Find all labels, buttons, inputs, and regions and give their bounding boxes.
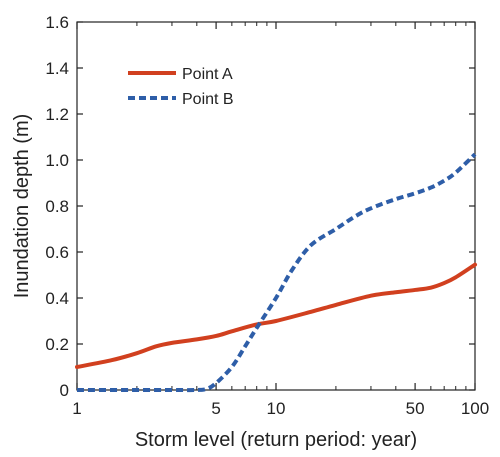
x-axis-label: Storm level (return period: year)	[135, 429, 417, 451]
y-tick-label: 1.2	[45, 105, 69, 124]
y-tick-label: 0.4	[45, 289, 69, 308]
x-tick-label: 10	[267, 399, 286, 418]
x-tick-label: 50	[406, 399, 425, 418]
y-axis-label: Inundation depth (m)	[11, 114, 33, 299]
y-tick-label: 0.2	[45, 335, 69, 354]
x-tick-label: 1	[72, 399, 81, 418]
axes: 0 0.2 0.4 0.6 0.8 1.0 1.2 1.4 1.6 1 5 10 50 100	[45, 13, 489, 418]
plot-frame	[76, 21, 476, 391]
series-lines	[75, 152, 477, 393]
legend-label-point-a: Point A	[182, 66, 233, 83]
y-tick-label: 0.6	[45, 243, 69, 262]
series-line-point-b	[77, 152, 477, 393]
y-tick-label: 0.8	[45, 197, 69, 216]
y-tick-label: 1.4	[45, 59, 69, 78]
x-tick-label: 5	[211, 399, 220, 418]
series-line-point-a	[75, 262, 477, 369]
y-tick-label: 1.6	[45, 13, 69, 32]
y-tick-label: 1.0	[45, 151, 69, 170]
y-tick-label: 0	[60, 381, 69, 400]
x-tick-label: 100	[461, 399, 489, 418]
legend: Point A Point B	[128, 66, 234, 108]
legend-label-point-b: Point B	[182, 91, 234, 108]
